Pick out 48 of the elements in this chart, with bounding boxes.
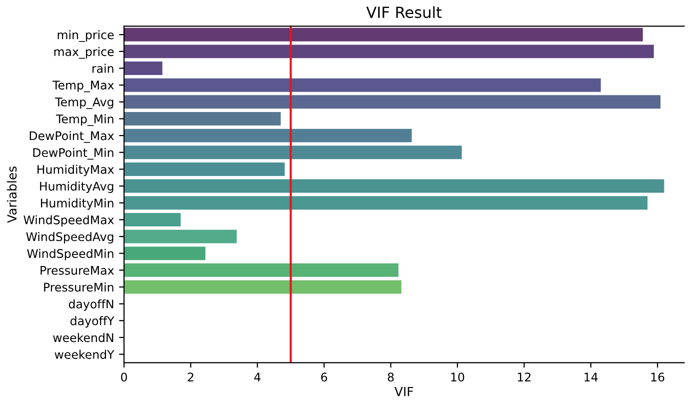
bar: [124, 128, 412, 142]
bar: [124, 44, 654, 58]
y-tick-label: weekendN: [53, 332, 114, 342]
x-tick-label: 6: [321, 372, 328, 382]
y-axis-title: Variables: [6, 166, 17, 223]
y-tick-label: HumidityAvg: [40, 182, 114, 193]
y-tick-label: Temp_Avg: [55, 98, 114, 110]
y-tick-label: Temp_Max: [52, 80, 114, 92]
x-tick-label: 4: [254, 372, 260, 382]
y-tick-label: WindSpeedMax: [24, 215, 114, 227]
y-tick-label: WindSpeedMin: [27, 248, 114, 260]
y-tick-label: HumidityMax: [38, 164, 114, 176]
y-tick-label: WindSpeedAvg: [26, 232, 114, 244]
y-tick-label: DewPoint_Min: [33, 148, 114, 160]
x-tick-label: 0: [121, 372, 127, 382]
y-tick-label: dayoffY: [70, 316, 114, 328]
bar: [124, 162, 285, 176]
bar: [124, 212, 181, 226]
bar: [124, 112, 281, 126]
x-tick-label: 16: [651, 372, 664, 382]
bar: [124, 230, 237, 244]
y-tick-label: weekendY: [54, 350, 114, 359]
bar: [124, 28, 643, 42]
bar: [124, 263, 398, 277]
x-tick-label: 14: [584, 372, 598, 382]
bar: [124, 179, 664, 193]
bar: [124, 280, 402, 294]
bar: [124, 246, 206, 260]
y-tick-label: HumidityMin: [40, 198, 114, 210]
bar: [124, 62, 162, 75]
y-tick-label: Temp_Min: [56, 114, 114, 126]
y-tick-label: dayoffN: [68, 299, 114, 311]
x-axis-title: VIF: [394, 387, 414, 396]
bar: [124, 78, 601, 92]
bar: [124, 95, 661, 109]
y-tick-label: PressureMax: [40, 266, 114, 275]
bar: [124, 146, 462, 160]
chart-title: VIF Result: [366, 6, 442, 18]
x-tick-label: 12: [518, 372, 530, 382]
y-tick-label: rain: [92, 64, 114, 73]
y-tick-label: PressureMin: [44, 282, 114, 292]
y-tick-label: min_price: [58, 30, 114, 42]
x-tick-label: 10: [451, 372, 464, 382]
x-tick-label: 8: [388, 372, 394, 382]
y-tick-label: DewPoint_Max: [30, 131, 114, 143]
y-tick-label: max_price: [54, 46, 114, 59]
bar: [124, 196, 648, 210]
x-tick-label: 2: [188, 372, 194, 382]
